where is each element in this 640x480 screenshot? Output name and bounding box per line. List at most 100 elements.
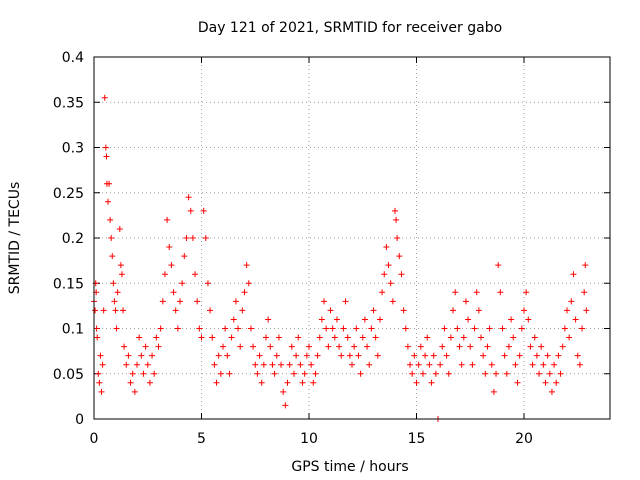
data-point <box>359 334 366 341</box>
data-point <box>493 370 500 377</box>
data-point <box>222 325 229 332</box>
y-tick-label: 0.1 <box>62 322 84 338</box>
data-point <box>282 402 289 409</box>
data-point <box>129 370 136 377</box>
data-point <box>546 370 553 377</box>
data-point <box>187 207 194 214</box>
data-point <box>96 379 103 386</box>
data-point <box>576 361 583 368</box>
data-point <box>499 325 506 332</box>
data-point <box>398 271 405 278</box>
data-point <box>200 207 207 214</box>
data-point <box>92 307 99 314</box>
data-point <box>108 235 115 241</box>
data-point <box>525 316 532 323</box>
data-point <box>243 262 250 269</box>
data-point <box>490 388 497 395</box>
data-point <box>245 280 252 287</box>
data-point <box>286 361 293 368</box>
plot-frame <box>93 56 611 420</box>
data-point <box>232 298 239 305</box>
data-point <box>327 307 334 314</box>
data-point <box>445 370 452 377</box>
data-point <box>202 235 209 241</box>
data-point <box>353 325 360 332</box>
data-point <box>441 325 448 332</box>
data-point <box>204 280 211 287</box>
data-point <box>538 343 545 350</box>
data-point <box>241 289 248 296</box>
data-point <box>183 235 190 241</box>
data-point <box>531 334 538 341</box>
data-point <box>329 325 336 332</box>
data-point <box>355 352 362 359</box>
data-point <box>430 352 437 359</box>
y-tick-label: 0.2 <box>62 231 84 247</box>
data-point <box>340 325 347 332</box>
data-point <box>172 307 179 314</box>
data-point <box>164 216 171 223</box>
data-point <box>269 361 276 368</box>
grid-lines <box>94 57 610 419</box>
data-point <box>379 289 386 296</box>
data-point <box>146 379 153 386</box>
data-point <box>110 280 117 287</box>
data-point <box>392 207 398 214</box>
data-point <box>99 361 106 368</box>
x-tick-label: 15 <box>408 431 426 447</box>
data-point <box>486 325 493 332</box>
data-point <box>250 343 257 350</box>
data-point <box>336 343 343 350</box>
data-point <box>226 370 233 377</box>
data-point <box>544 352 551 359</box>
data-point <box>273 352 280 359</box>
data-point <box>192 271 199 278</box>
data-point <box>480 352 487 359</box>
data-point <box>112 307 119 314</box>
data-point <box>278 361 285 368</box>
data-point <box>338 352 345 359</box>
data-point <box>275 334 282 341</box>
data-point <box>568 298 575 305</box>
data-point <box>346 352 353 359</box>
data-point <box>260 361 267 368</box>
data-point <box>342 298 349 305</box>
data-point <box>469 361 476 368</box>
data-point <box>138 352 145 359</box>
data-point <box>111 298 118 305</box>
data-point <box>185 194 192 201</box>
data-point <box>383 244 390 251</box>
data-point <box>426 361 433 368</box>
data-point <box>196 325 203 332</box>
data-point <box>174 325 181 332</box>
data-point <box>533 352 540 359</box>
data-point <box>514 379 521 386</box>
data-point <box>381 271 388 278</box>
data-point <box>503 370 510 377</box>
data-point <box>344 334 351 341</box>
x-tick-label: 0 <box>90 431 99 447</box>
data-point <box>484 343 491 350</box>
data-point <box>170 289 177 296</box>
data-point <box>280 388 287 395</box>
data-point <box>215 352 222 359</box>
data-point <box>564 307 570 314</box>
data-point <box>209 334 216 341</box>
data-point <box>512 361 519 368</box>
data-point <box>220 343 226 350</box>
data-point <box>475 307 482 314</box>
data-point <box>179 280 186 287</box>
data-point <box>452 289 459 296</box>
x-tick-label: 10 <box>300 431 318 447</box>
data-point <box>293 352 300 359</box>
data-point <box>325 343 332 350</box>
data-point <box>321 298 328 305</box>
data-point <box>456 343 463 350</box>
data-point <box>123 361 130 368</box>
data-point <box>168 262 175 269</box>
data-point <box>450 307 457 314</box>
data-point <box>265 316 272 323</box>
data-point <box>267 343 274 350</box>
data-point <box>331 334 338 341</box>
